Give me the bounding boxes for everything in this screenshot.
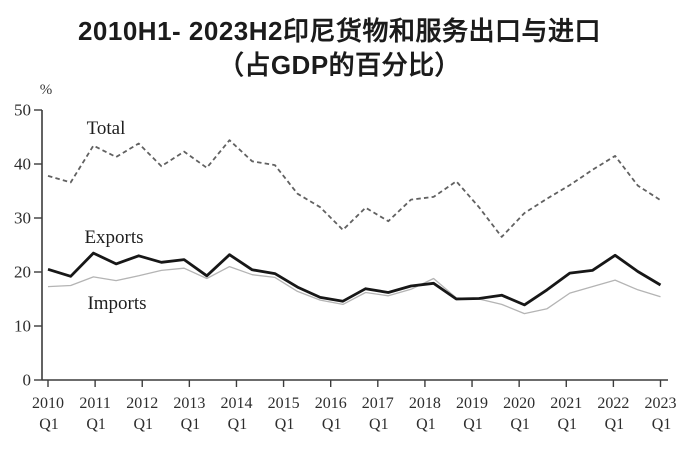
x-tick-quarter-label: Q1 <box>275 416 295 433</box>
x-tick-year-label: 2016 <box>315 395 347 412</box>
x-tick-year-label: 2011 <box>79 395 110 412</box>
x-tick-year-label: 2017 <box>362 395 394 412</box>
x-tick-quarter-label: Q1 <box>322 416 342 433</box>
x-tick-quarter-label: Q1 <box>39 416 59 433</box>
x-tick-year-label: 2021 <box>550 395 582 412</box>
x-tick-year-label: 2012 <box>126 395 158 412</box>
x-tick-year-label: 2010 <box>32 395 64 412</box>
x-tick-quarter-label: Q1 <box>416 416 436 433</box>
x-tick-quarter-label: Q1 <box>228 416 248 433</box>
x-tick-year-label: 2019 <box>456 395 488 412</box>
x-tick-year-label: 2020 <box>503 395 535 412</box>
exports-series-label: Exports <box>84 227 143 248</box>
x-tick-quarter-label: Q1 <box>463 416 483 433</box>
y-tick-label: 50 <box>14 101 31 120</box>
x-tick-year-label: 2015 <box>268 395 300 412</box>
chart-title-line2: （占GDP的百分比） <box>217 50 462 80</box>
x-tick-quarter-label: Q1 <box>557 416 577 433</box>
x-tick-quarter-label: Q1 <box>652 416 672 433</box>
x-tick-quarter-label: Q1 <box>181 416 201 433</box>
x-tick-year-label: 2014 <box>220 395 252 412</box>
chart-title-line1: 2010H1- 2023H2印尼货物和服务出口与进口 <box>77 16 602 46</box>
y-tick-label: 40 <box>14 155 31 174</box>
x-tick-quarter-label: Q1 <box>86 416 106 433</box>
x-tick-year-label: 2018 <box>409 395 441 412</box>
x-tick-quarter-label: Q1 <box>133 416 153 433</box>
y-tick-label: 30 <box>14 209 31 228</box>
x-tick-year-label: 2013 <box>173 395 205 412</box>
x-tick-year-label: 2022 <box>597 395 629 412</box>
exports-line <box>47 251 662 307</box>
x-tick-quarter-label: Q1 <box>510 416 530 433</box>
x-tick-year-label: 2023 <box>645 395 677 412</box>
imports-series-label: Imports <box>87 293 146 314</box>
x-tick-quarter-label: Q1 <box>605 416 625 433</box>
y-axis-unit-label: % <box>40 82 53 98</box>
y-tick-label: 0 <box>23 371 32 390</box>
chart-title: 2010H1- 2023H2印尼货物和服务出口与进口 （占GDP的百分比） <box>0 14 679 82</box>
y-tick-label: 10 <box>14 317 31 336</box>
x-tick-quarter-label: Q1 <box>369 416 389 433</box>
total-line <box>47 139 661 238</box>
imports-line <box>47 265 661 315</box>
y-tick-label: 20 <box>14 263 31 282</box>
total-series-label: Total <box>87 118 126 139</box>
